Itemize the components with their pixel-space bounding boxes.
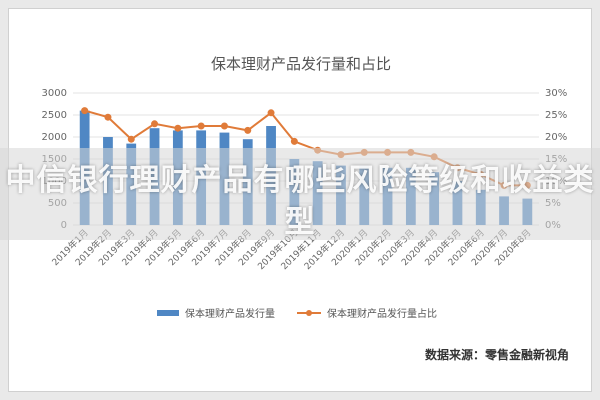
legend-bar-label: 保本理财产品发行量: [185, 307, 275, 320]
data-source: 数据来源：零售金融新视角: [424, 348, 569, 362]
line-point: [174, 124, 182, 132]
legend-line-marker: [306, 310, 312, 316]
right-tick-label: 30%: [545, 88, 567, 99]
right-tick-label: 25%: [545, 110, 567, 121]
left-tick-label: 2500: [42, 110, 67, 121]
line-point: [290, 137, 298, 145]
left-tick-label: 3000: [42, 88, 67, 99]
legend: 保本理财产品发行量 保本理财产品发行量占比: [157, 307, 437, 320]
line-point: [151, 120, 159, 128]
line-point: [127, 135, 135, 143]
overlay-band: [0, 148, 600, 240]
overlay-title: 中信银行理财产品有哪些风险等级和收益类型: [5, 163, 595, 240]
left-tick-label: 2000: [42, 132, 67, 143]
line-point: [267, 109, 275, 117]
legend-line-label: 保本理财产品发行量占比: [327, 307, 437, 320]
legend-bar-swatch: [157, 310, 179, 316]
chart-title: 保本理财产品发行量和占比: [211, 55, 391, 73]
line-point: [244, 126, 252, 134]
line-point: [220, 122, 228, 130]
right-tick-label: 20%: [545, 132, 567, 143]
line-point: [81, 107, 89, 115]
line-point: [197, 122, 205, 130]
line-point: [104, 113, 112, 121]
